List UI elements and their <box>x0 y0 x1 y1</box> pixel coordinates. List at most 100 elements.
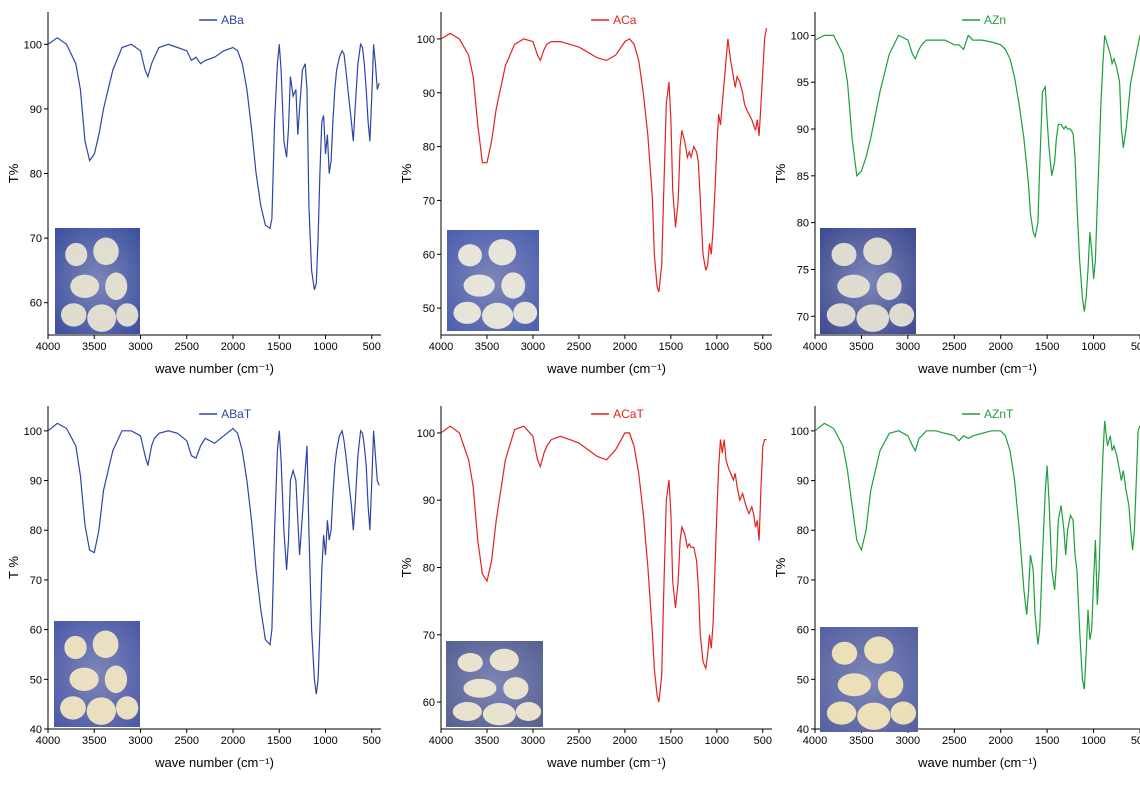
x-tick-label: 3000 <box>521 735 545 747</box>
y-tick-label: 85 <box>797 171 809 183</box>
y-tick-label: 95 <box>797 77 809 89</box>
sample-bead <box>87 304 117 332</box>
sample-bead <box>116 303 139 327</box>
sample-bead <box>877 671 904 699</box>
x-tick-label: 1500 <box>659 735 683 747</box>
sample-bead <box>501 272 526 299</box>
spectrum-panel-ACaT: 4000 3500 3000 2500 2000 1500 1000 500 60 70 80 90 1… <box>399 406 772 770</box>
legend-label: ACaT <box>613 407 644 421</box>
x-tick-label: 500 <box>754 735 772 747</box>
x-tick-label: 3000 <box>896 341 920 353</box>
x-tick-label: 2500 <box>567 341 591 353</box>
sample-photo-inset <box>447 230 539 331</box>
sample-bead <box>864 636 894 664</box>
y-tick-label: 70 <box>797 575 809 587</box>
x-tick-label: 1000 <box>313 341 337 353</box>
x-tick-label: 3000 <box>521 341 545 353</box>
x-tick-label: 1500 <box>1035 341 1059 353</box>
x-axis-label: wave number (cm⁻¹) <box>546 755 666 770</box>
x-tick-label: 2500 <box>175 735 199 747</box>
sample-bead <box>857 702 891 730</box>
y-tick-label: 90 <box>30 104 42 116</box>
y-tick-label: 50 <box>30 674 42 686</box>
x-tick-label: 1500 <box>1035 735 1059 747</box>
x-tick-label: 3500 <box>82 735 106 747</box>
sample-bead <box>481 302 514 329</box>
spectrum-line-ABaT <box>47 422 380 695</box>
y-tick-label: 60 <box>797 625 809 637</box>
x-tick-label: 2500 <box>942 341 966 353</box>
sample-bead <box>515 702 542 721</box>
y-tick-label: 80 <box>423 563 435 575</box>
sample-photo-inset <box>820 228 916 334</box>
sample-bead <box>60 696 86 720</box>
spectrum-line-ABa <box>47 37 380 290</box>
x-tick-label: 3000 <box>128 341 152 353</box>
sample-photo-inset <box>446 641 543 727</box>
x-tick-label: 3500 <box>849 341 873 353</box>
x-tick-label: 4000 <box>803 735 827 747</box>
spectrum-line-AZnT <box>814 420 1140 690</box>
x-tick-label: 2000 <box>988 735 1012 747</box>
x-tick-label: 500 <box>1131 735 1140 747</box>
sample-bead <box>890 701 917 725</box>
sample-bead <box>488 239 516 266</box>
x-tick-label: 3000 <box>128 735 152 747</box>
sample-bead <box>64 635 87 660</box>
sample-bead <box>69 667 99 691</box>
y-tick-label: 60 <box>30 298 42 310</box>
sample-bead <box>863 237 892 266</box>
sample-bead <box>856 304 890 332</box>
sample-photo-inset <box>55 228 140 334</box>
x-axis-label: wave number (cm⁻¹) <box>154 755 274 770</box>
sample-bead <box>482 702 516 726</box>
x-tick-label: 1000 <box>705 735 729 747</box>
y-tick-label: 80 <box>797 218 809 230</box>
legend-label: ACa <box>613 13 637 27</box>
x-axis-label: wave number (cm⁻¹) <box>154 361 274 376</box>
x-tick-label: 4000 <box>429 735 453 747</box>
sample-bead <box>831 641 858 665</box>
sample-photo-inset <box>820 627 918 732</box>
spectrum-line-ACa <box>440 28 768 293</box>
x-tick-label: 2000 <box>613 341 637 353</box>
x-tick-label: 3500 <box>475 735 499 747</box>
sample-bead <box>837 274 870 298</box>
x-tick-label: 2000 <box>221 341 245 353</box>
spectrum-line-ACaT <box>440 425 767 703</box>
y-tick-label: 90 <box>423 88 435 100</box>
sample-bead <box>831 242 857 267</box>
x-tick-label: 1000 <box>313 735 337 747</box>
sample-bead <box>93 237 119 266</box>
sample-bead <box>503 677 529 700</box>
y-tick-label: 50 <box>797 674 809 686</box>
spectrum-panel-ACa: 4000 3500 3000 2500 2000 1500 1000 500 50 60 70 80 9… <box>399 12 772 376</box>
y-tick-label: 70 <box>30 575 42 587</box>
y-axis-label: T% <box>399 163 414 183</box>
sample-bead <box>837 673 871 697</box>
x-axis-label: wave number (cm⁻¹) <box>917 361 1037 376</box>
x-tick-label: 4000 <box>36 341 60 353</box>
sample-bead <box>452 702 482 721</box>
sample-bead <box>105 272 128 301</box>
spectrum-panel-AZnT: 4000 3500 3000 2500 2000 1500 1000 500 40 50 60 70 8… <box>773 406 1140 770</box>
sample-bead <box>889 303 915 327</box>
y-tick-label: 80 <box>423 142 435 154</box>
x-tick-label: 1000 <box>1081 735 1105 747</box>
y-tick-label: 90 <box>797 476 809 488</box>
y-tick-label: 100 <box>24 39 42 51</box>
x-tick-label: 4000 <box>36 735 60 747</box>
y-axis-label: T% <box>6 163 21 183</box>
sample-bead <box>457 653 483 672</box>
sample-bead <box>463 678 497 698</box>
x-tick-label: 500 <box>363 341 381 353</box>
y-tick-label: 70 <box>423 195 435 207</box>
sample-bead <box>453 301 482 324</box>
sample-bead <box>458 244 482 267</box>
y-tick-label: 70 <box>423 630 435 642</box>
y-axis-label: T% <box>399 557 414 577</box>
y-tick-label: 90 <box>797 124 809 136</box>
x-tick-label: 1500 <box>267 341 291 353</box>
y-tick-label: 90 <box>30 476 42 488</box>
sample-bead <box>489 648 519 672</box>
